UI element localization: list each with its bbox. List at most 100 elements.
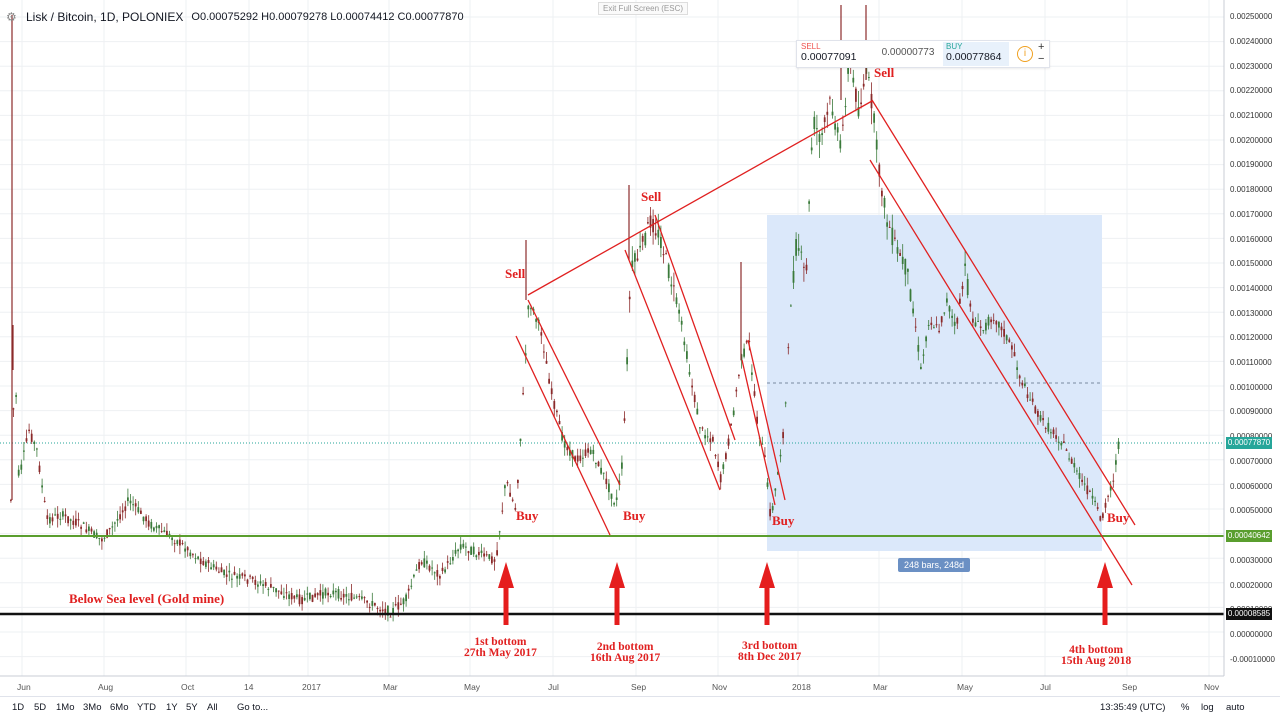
goto-date-button[interactable]: Go to...	[237, 702, 269, 713]
timeframe-all[interactable]: All	[207, 702, 218, 713]
candle-body	[665, 253, 667, 255]
bottom-note-2: 2nd bottom 16th Aug 2017	[590, 641, 660, 664]
minus-button[interactable]: −	[1038, 53, 1045, 65]
candle-body	[592, 449, 595, 454]
timeframe-ytd[interactable]: YTD	[137, 702, 156, 713]
candle-body	[371, 601, 374, 606]
candle-body	[844, 106, 847, 108]
candle-body	[319, 590, 322, 596]
candle-body	[719, 474, 722, 483]
candle-body	[329, 595, 332, 597]
ohlc-values: O0.00075292 H0.00079278 L0.00074412 C0.0…	[191, 11, 463, 23]
candle-body	[545, 360, 548, 364]
candle-body	[478, 551, 480, 556]
candle-body	[446, 561, 449, 563]
candle-body	[1000, 326, 1003, 331]
candle-body	[914, 326, 917, 328]
candle-body	[701, 427, 704, 429]
candle-body	[1115, 460, 1117, 465]
candle-body	[192, 554, 194, 556]
candle-body	[696, 408, 699, 415]
timeframe-6mo[interactable]: 6Mo	[110, 702, 129, 713]
candle-body	[290, 593, 293, 600]
candle-body	[576, 455, 579, 462]
up-arrow-icon	[759, 562, 775, 625]
candle-body	[470, 546, 472, 555]
candle-body	[316, 593, 319, 596]
candle-body	[498, 531, 501, 533]
buy-button[interactable]: BUY 0.00077864	[943, 42, 1009, 66]
candle-body	[530, 308, 532, 310]
candle-body	[93, 531, 95, 538]
info-icon[interactable]: i	[1017, 46, 1033, 62]
timeframe-1mo[interactable]: 1Mo	[56, 702, 75, 713]
candle-body	[626, 357, 628, 365]
candle-body	[1018, 375, 1021, 379]
candle-body	[275, 588, 277, 593]
candle-body	[38, 465, 41, 473]
candle-body	[205, 561, 207, 567]
settings-icon[interactable]: ⚙	[6, 10, 17, 24]
candle-body	[210, 567, 212, 570]
candle-body	[660, 236, 662, 249]
candle-body	[134, 503, 137, 507]
candle-body	[1016, 367, 1018, 371]
candle-body	[301, 597, 303, 605]
candle-body	[111, 526, 114, 528]
percent-toggle[interactable]: %	[1181, 702, 1190, 713]
time-axis-label: May	[957, 682, 974, 692]
symbol-title[interactable]: Lisk / Bitcoin, 1D, POLONIEX	[26, 10, 184, 24]
candle-body	[1091, 495, 1094, 499]
time-axis-label: Aug	[98, 682, 114, 692]
candle-body	[288, 594, 290, 599]
timeframe-5d[interactable]: 5D	[34, 702, 47, 713]
candle-body	[267, 588, 270, 590]
timeframe-1y[interactable]: 1Y	[166, 702, 178, 713]
candle-body	[995, 321, 998, 325]
candle-body	[504, 485, 506, 489]
timeframe-1d[interactable]: 1D	[12, 702, 25, 713]
candle-body	[584, 449, 587, 457]
time-axis-label: Jul	[1040, 682, 1051, 692]
log-toggle[interactable]: log	[1201, 702, 1214, 713]
candle-body	[907, 269, 909, 272]
plus-button[interactable]: +	[1038, 41, 1045, 53]
candle-body	[1026, 394, 1029, 399]
candle-body	[1112, 480, 1115, 482]
candle-body	[368, 606, 371, 609]
candle-body	[673, 285, 675, 287]
candle-body	[852, 77, 855, 83]
candle-body	[797, 248, 800, 251]
candle-body	[992, 319, 995, 321]
exit-fullscreen-button[interactable]: Exit Full Screen (ESC)	[598, 2, 689, 15]
candle-body	[543, 351, 545, 353]
auto-toggle[interactable]: auto	[1226, 702, 1245, 713]
candle-body	[1078, 472, 1081, 479]
candle-body	[855, 88, 857, 102]
utc-clock[interactable]: 13:35:49 (UTC)	[1100, 702, 1166, 713]
bottom-note-3-date: 8th Dec 2017	[738, 651, 802, 663]
candle-body	[64, 514, 67, 517]
candle-body	[407, 588, 410, 591]
sell-button[interactable]: SELL 0.00077091	[801, 42, 869, 66]
timeframe-5y[interactable]: 5Y	[186, 702, 198, 713]
candle-body	[610, 493, 613, 499]
candle-body	[101, 538, 103, 542]
candle-body	[766, 482, 769, 487]
candle-body	[30, 433, 33, 442]
candle-body	[259, 581, 262, 584]
up-arrow-icon	[1097, 562, 1113, 625]
candle-body	[738, 375, 740, 377]
candle-body	[904, 258, 907, 275]
timeframe-3mo[interactable]: 3Mo	[83, 702, 102, 713]
candle-body	[839, 140, 842, 149]
candle-body	[119, 514, 121, 520]
candle-body	[842, 124, 844, 126]
candle-body	[649, 215, 652, 228]
candle-body	[808, 201, 810, 204]
candle-body	[704, 435, 706, 439]
candle-body	[615, 497, 618, 500]
time-axis-label: Sep	[1122, 682, 1138, 692]
candle-body	[212, 564, 215, 568]
